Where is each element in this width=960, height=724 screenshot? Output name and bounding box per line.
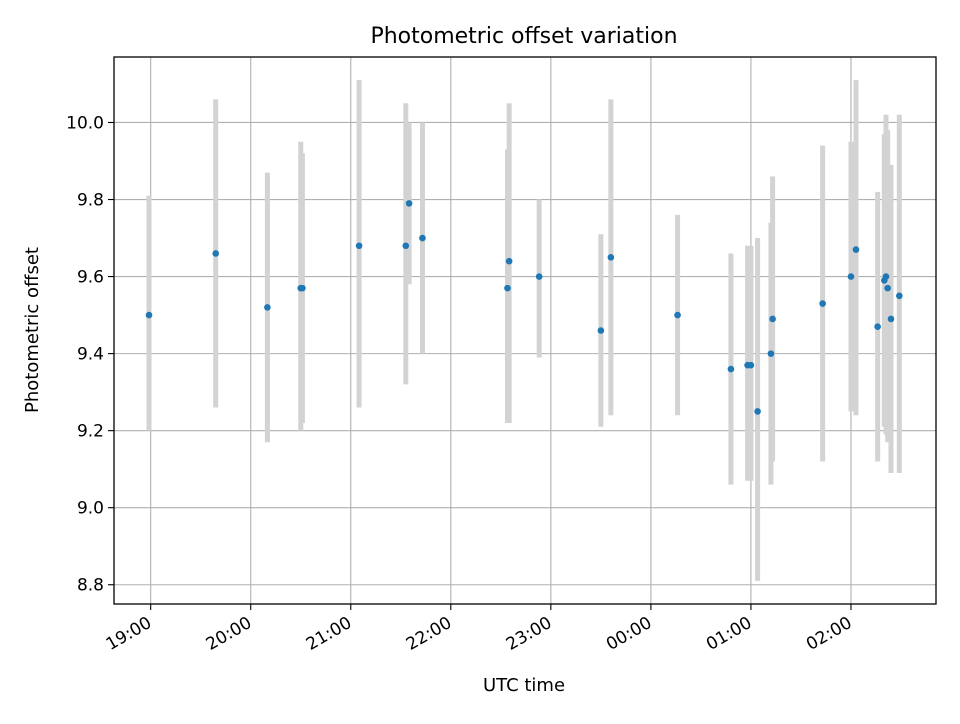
data-point bbox=[896, 292, 903, 300]
data-point bbox=[597, 327, 605, 334]
data-point bbox=[405, 200, 413, 207]
y-tick-label: 9.0 bbox=[77, 499, 104, 519]
data-point bbox=[355, 242, 363, 250]
data-point bbox=[504, 284, 511, 292]
chart-title: Photometric offset variation bbox=[370, 24, 677, 49]
data-point bbox=[607, 254, 615, 261]
data-point bbox=[747, 361, 755, 369]
data-point bbox=[212, 250, 220, 257]
data-point bbox=[884, 284, 891, 292]
data-point bbox=[769, 315, 776, 323]
data-point bbox=[819, 300, 826, 307]
data-point bbox=[535, 273, 543, 280]
data-point bbox=[264, 304, 271, 311]
data-point bbox=[887, 315, 895, 323]
data-point bbox=[882, 273, 890, 280]
data-point bbox=[145, 311, 153, 319]
data-point bbox=[852, 246, 860, 253]
data-points bbox=[145, 200, 903, 415]
data-point bbox=[299, 284, 306, 292]
y-tick-label: 9.6 bbox=[77, 268, 104, 288]
data-point bbox=[727, 365, 735, 373]
data-point bbox=[847, 273, 855, 280]
y-tick-label: 9.8 bbox=[77, 191, 104, 211]
data-point bbox=[419, 234, 426, 242]
plot-frame bbox=[113, 56, 937, 605]
y-tick-label: 9.2 bbox=[77, 422, 104, 442]
data-point bbox=[754, 408, 761, 415]
y-axis-label: Photometric offset bbox=[22, 247, 43, 413]
data-point bbox=[767, 350, 775, 357]
y-tick-label: 9.4 bbox=[77, 345, 104, 365]
grid bbox=[114, 57, 936, 604]
x-axis-label: UTC time bbox=[483, 675, 565, 696]
y-tick-label: 10.0 bbox=[66, 113, 104, 133]
data-point bbox=[402, 242, 410, 250]
y-tick-label: 8.8 bbox=[77, 576, 104, 596]
data-point bbox=[505, 257, 513, 265]
data-point bbox=[874, 323, 881, 330]
data-point bbox=[674, 311, 681, 319]
